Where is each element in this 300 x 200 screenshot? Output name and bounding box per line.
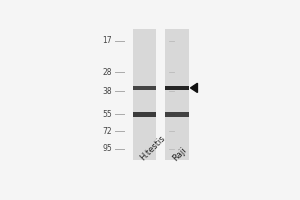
Bar xyxy=(133,86,156,90)
Text: Raji: Raji xyxy=(171,145,189,163)
Bar xyxy=(133,29,156,160)
Bar xyxy=(165,112,189,117)
Text: 28: 28 xyxy=(102,68,112,77)
Polygon shape xyxy=(190,83,197,93)
Text: 95: 95 xyxy=(102,144,112,153)
Text: 17: 17 xyxy=(102,36,112,45)
Text: 72: 72 xyxy=(102,127,112,136)
Bar xyxy=(133,112,156,117)
Text: 55: 55 xyxy=(102,110,112,119)
Bar xyxy=(165,29,189,160)
Text: H.testis: H.testis xyxy=(139,134,167,163)
Bar xyxy=(165,86,189,90)
Text: 38: 38 xyxy=(102,87,112,96)
